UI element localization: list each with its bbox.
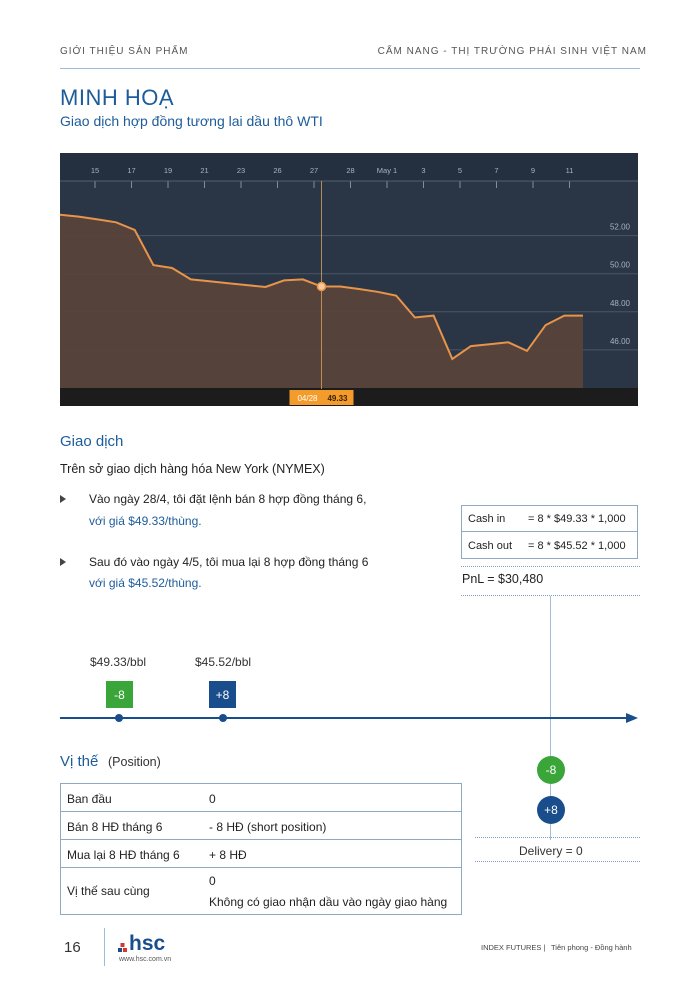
table-row: Mua lại 8 HĐ tháng 6 + 8 HĐ [61,841,461,868]
row-label: Ban đầu [67,792,112,806]
x-tick-label: 15 [91,166,99,175]
x-tick-label: 11 [566,166,574,175]
timeline-axis [60,717,628,719]
sell-box: -8 [106,681,133,708]
position-heading: Vị thế [60,753,99,770]
crosshair-label-box [289,390,354,405]
x-tick-label: 7 [494,166,498,175]
x-tick-label: May 1 [377,166,397,175]
timeline-dot-sell [115,714,123,722]
website-url: www.hsc.com.vn [119,956,172,963]
footer-divider [104,928,105,966]
cash-out-value: = 8 * $45.52 * 1,000 [528,540,626,552]
x-tick-label: 3 [421,166,425,175]
header-right: CẨM NANG - THỊ TRƯỜNG PHÁI SINH VIỆT NAM [377,46,647,57]
buy-box: +8 [209,681,236,708]
x-tick-label: 23 [237,166,245,175]
row-label: Bán 8 HĐ tháng 6 [67,820,163,834]
cash-out-label: Cash out [468,540,513,552]
arrow-right-icon [626,713,638,723]
exchange-text: Trên sở giao dịch hàng hóa New York (NYM… [60,462,325,476]
row-value: 0 [209,792,216,806]
trade-heading: Giao dịch [60,433,124,450]
x-tick-label: 27 [310,166,318,175]
bullet1-line2: với giá $49.33/thùng. [89,514,202,528]
delivery-sell-circle: -8 [537,756,565,784]
bullet2-line2: với giá $45.52/thùng. [89,576,202,590]
row-value: + 8 HĐ [209,848,247,862]
cash-out-row: Cash out = 8 * $45.52 * 1,000 [462,533,637,559]
x-tick-label: 21 [200,166,208,175]
delivery-bottom-rule [475,861,640,862]
cash-in-value: = 8 * $49.33 * 1,000 [528,513,626,525]
x-tick-label: 5 [458,166,462,175]
crosshair-date-label: 04/28 [297,394,318,403]
footer-right-a: INDEX FUTURES | [481,943,546,952]
x-tick-label: 26 [273,166,281,175]
price2-label: $45.52/bbl [195,655,252,669]
y-tick-label: 48.00 [610,299,631,308]
cash-box: Cash in = 8 * $49.33 * 1,000 Cash out = … [461,505,638,559]
delivery-text: Delivery = 0 [519,844,583,858]
delivery-buy-circle: +8 [537,796,565,824]
hsc-logo: hsc [118,932,178,955]
page-subtitle: Giao dịch hợp đồng tương lai dầu thô WTI [60,113,323,129]
crosshair-marker [316,281,327,292]
bullet-icon [60,495,66,503]
y-tick-label: 50.00 [610,261,631,270]
row-value: 0 [209,874,216,888]
hsc-logo-mark [118,943,127,952]
pnl-top-rule [461,566,640,567]
footer-right-b: Tiên phong - Đồng hành [551,943,632,952]
cash-in-label: Cash in [468,513,506,525]
y-tick-label: 46.00 [610,337,631,346]
table-row: Bán 8 HĐ tháng 6 - 8 HĐ (short position) [61,813,461,840]
row-label: Vị thế sau cùng [67,884,150,898]
row-value-note: Không có giao nhận dầu vào ngày giao hàn… [209,895,448,909]
bullet-icon [60,558,66,566]
x-tick-label: 17 [127,166,135,175]
pnl-bottom-rule [461,595,640,596]
table-row: Vị thế sau cùng 0 Không có giao nhận dầu… [61,869,461,914]
price1-label: $49.33/bbl [90,655,147,669]
x-tick-label: 9 [531,166,535,175]
bullet1-line1: Vào ngày 28/4, tôi đặt lệnh bán 8 hợp đồ… [89,492,367,506]
table-row: Ban đầu 0 [61,784,461,812]
position-table: Ban đầu 0 Bán 8 HĐ tháng 6 - 8 HĐ (short… [60,783,462,915]
cash-in-row: Cash in = 8 * $49.33 * 1,000 [462,506,637,532]
crosshair-value-label: 49.33 [327,394,348,403]
row-label: Mua lại 8 HĐ tháng 6 [67,848,180,862]
page-title: MINH HOẠ [60,85,174,110]
row-value: - 8 HĐ (short position) [209,820,327,834]
bullet2-line1: Sau đó vào ngày 4/5, tôi mua lại 8 hợp đ… [89,555,369,569]
x-tick-label: 28 [346,166,354,175]
x-tick-label: 19 [164,166,172,175]
position-heading-en: (Position) [108,755,161,769]
logo-text: hsc [129,932,166,955]
timeline-dot-buy [219,714,227,722]
header-divider [60,68,640,69]
y-tick-label: 52.00 [610,223,631,232]
pnl-text: PnL = $30,480 [462,572,544,586]
page-number: 16 [64,939,81,956]
wti-price-chart: 52.00 50.00 48.00 46.00 15 17 19 21 23 26 27 28 May … [60,153,638,406]
delivery-top-rule [475,837,640,838]
header-left: GIỚI THIỆU SẢN PHẨM [60,46,189,57]
chart-top-axis-band [60,153,638,181]
